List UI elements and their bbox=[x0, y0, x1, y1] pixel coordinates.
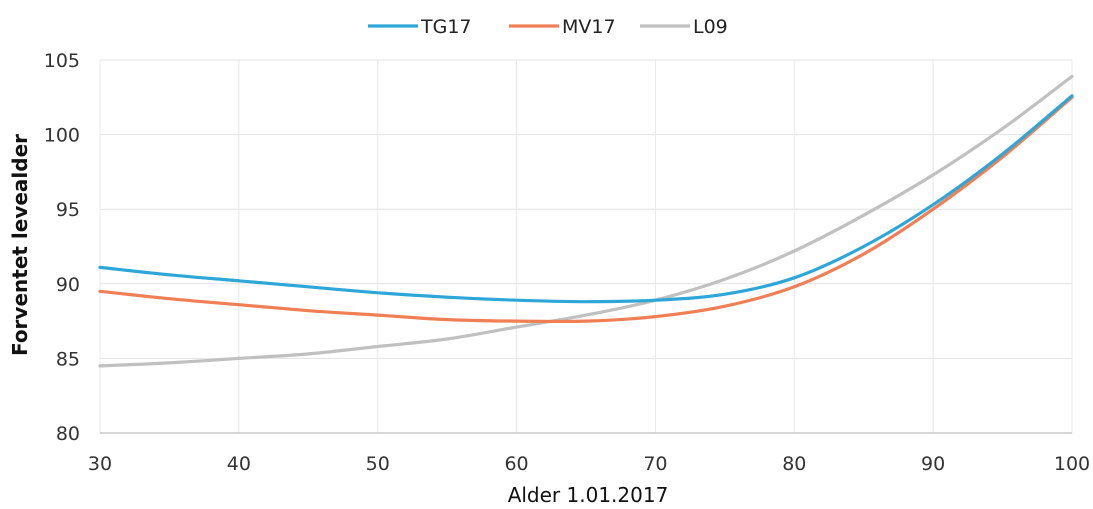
y-axis-title: Forventet levealder bbox=[8, 134, 32, 356]
x-axis-ticks: 30 40 50 60 70 80 90 100 bbox=[88, 453, 1090, 475]
y-tick-label: 85 bbox=[56, 348, 80, 370]
legend: TG17 MV17 L09 bbox=[368, 16, 728, 38]
x-tick-label: 90 bbox=[921, 453, 945, 475]
series-line-tg17 bbox=[98, 94, 1074, 304]
y-axis-ticks: 80 85 90 95 100 105 bbox=[44, 50, 80, 445]
x-tick-label: 30 bbox=[88, 453, 112, 475]
series-line-l09 bbox=[98, 74, 1074, 368]
x-tick-label: 100 bbox=[1054, 453, 1090, 475]
x-axis-title: Alder 1.01.2017 bbox=[508, 483, 669, 507]
legend-label-tg17: TG17 bbox=[420, 16, 472, 38]
legend-label-l09: L09 bbox=[693, 16, 728, 38]
gridlines bbox=[99, 59, 1073, 434]
x-tick-label: 50 bbox=[366, 453, 390, 475]
series-lines bbox=[98, 74, 1074, 368]
x-tick-label: 80 bbox=[782, 453, 806, 475]
x-tick-label: 40 bbox=[227, 453, 251, 475]
y-tick-label: 100 bbox=[44, 125, 80, 147]
y-tick-label: 80 bbox=[56, 423, 80, 445]
y-tick-label: 95 bbox=[56, 199, 80, 221]
series-line-mv17 bbox=[98, 95, 1074, 324]
x-tick-label: 70 bbox=[643, 453, 667, 475]
y-tick-label: 90 bbox=[56, 274, 80, 296]
y-tick-label: 105 bbox=[44, 50, 80, 72]
legend-label-mv17: MV17 bbox=[562, 16, 616, 38]
x-tick-label: 60 bbox=[504, 453, 528, 475]
